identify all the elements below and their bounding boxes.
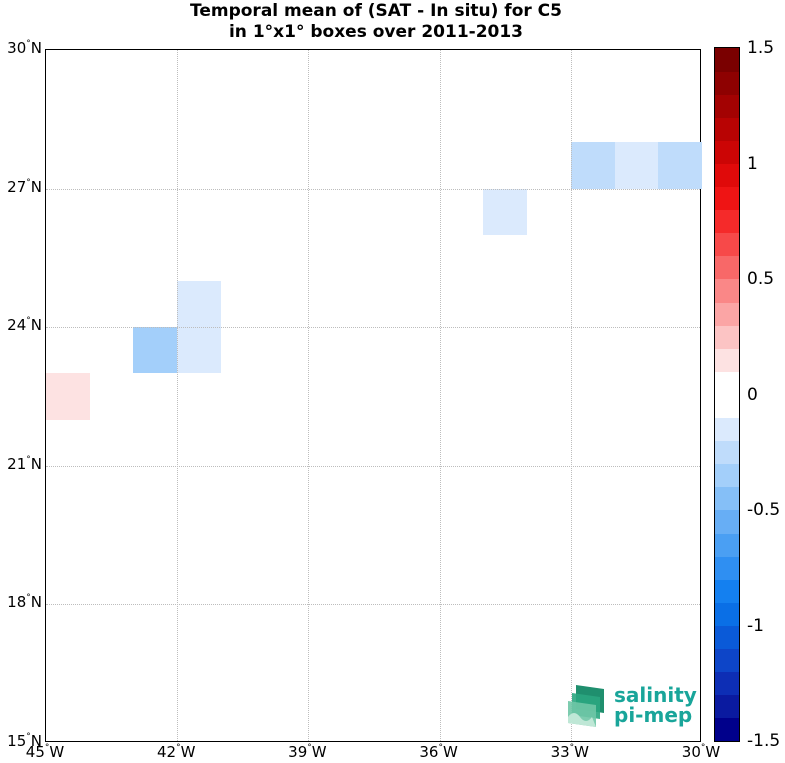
chart-title-line1: Temporal mean of (SAT - In situ) for C5 (190, 1, 562, 21)
tick-label-text: 45°W (25, 743, 65, 761)
colorbar-segment (715, 302, 739, 326)
colorbar-tick-label: 1 (747, 153, 758, 174)
tick-label-text: 42°W (156, 743, 196, 761)
grid-cell (483, 188, 528, 235)
y-tick-label: 27°N (0, 177, 42, 196)
tick-label-text: 30°N (7, 39, 42, 57)
tick-label-text: 18°N (7, 593, 42, 612)
colorbar-segment (715, 325, 739, 349)
colorbar-segment (715, 232, 739, 257)
colorbar-segment (715, 163, 739, 188)
tick-label-text: 27°N (7, 177, 42, 196)
colorbar-segment (715, 348, 739, 372)
chart-title-line2: in 1°x1° boxes over 2011-2013 (228, 22, 524, 42)
colorbar-segment (715, 255, 739, 280)
map-plot-area (45, 49, 702, 742)
y-tick-label: 30°N (0, 39, 42, 57)
tick-label-text: 39°W (288, 743, 327, 761)
tick-label-text: 15°N (7, 732, 42, 750)
colorbar-segment (715, 486, 739, 511)
x-tick-label: 39°W (288, 743, 327, 761)
y-tick-label: 24°N (0, 316, 42, 335)
tick-label-text: 36°W (419, 743, 458, 761)
colorbar-segment (715, 417, 739, 442)
colorbar-segment (715, 671, 739, 696)
colorbar-segment (715, 94, 739, 118)
gridline-horizontal (46, 604, 700, 606)
gridline-horizontal (46, 188, 700, 190)
colorbar-segment (715, 71, 739, 95)
logo-text-pimep: pi-mep (614, 703, 693, 727)
grid-cell (614, 142, 659, 189)
colorbar-tick-label: -0.5 (747, 500, 781, 520)
colorbar-segment (715, 279, 739, 303)
tick-label-text: 24°N (7, 316, 42, 335)
colorbar-segment (715, 648, 739, 673)
colorbar-segment (715, 463, 739, 488)
colorbar-tick-label: 0 (747, 384, 758, 405)
colorbar-segment (715, 117, 739, 141)
x-tick-label: 33°W (550, 743, 590, 761)
gridline-vertical (570, 50, 572, 741)
colorbar-segment (715, 579, 739, 603)
colorbar-tick-label: 0.5 (747, 269, 775, 289)
colorbar-segment (715, 440, 739, 465)
tick-label-text: 30°W (681, 743, 721, 761)
colorbar-tick-label: -1.5 (747, 731, 781, 751)
logo-text-salinity: salinity (614, 683, 697, 707)
y-tick-label: 21°N (0, 454, 42, 473)
gridline-vertical (439, 50, 441, 741)
colorbar-tick-label: -1 (747, 615, 764, 636)
colorbar-segment (715, 510, 739, 534)
tick-label-text: 33°W (550, 743, 590, 761)
colorbar-segment (715, 394, 739, 419)
grid-cell (133, 327, 178, 374)
gridline-vertical (308, 50, 310, 741)
waves-logo-icon (568, 685, 604, 727)
y-tick-label: 18°N (0, 593, 42, 612)
colorbar-segment (715, 717, 739, 741)
x-tick-label: 36°W (419, 743, 458, 761)
colorbar-segment (715, 625, 739, 650)
x-tick-label: 45°W (25, 743, 65, 761)
grid-cell (570, 142, 615, 189)
grid-cell (658, 142, 702, 189)
colorbar-segment (715, 186, 739, 211)
x-tick-label: 42°W (156, 743, 196, 761)
colorbar (714, 47, 740, 742)
x-tick-label: 30°W (681, 743, 721, 761)
grid-cell (177, 281, 221, 328)
tick-label-text: 21°N (7, 454, 42, 473)
gridline-horizontal (46, 327, 700, 329)
grid-cell (177, 327, 221, 374)
colorbar-tick-label: 1.5 (747, 38, 775, 58)
colorbar-segment (715, 209, 739, 234)
salinity-pimep-logo: salinity pi-mep (566, 683, 697, 731)
colorbar-segment (715, 602, 739, 626)
gridline-horizontal (46, 465, 700, 467)
gridline-vertical (177, 50, 179, 741)
colorbar-segment (715, 371, 739, 395)
colorbar-segment (715, 533, 739, 557)
colorbar-segment (715, 694, 739, 719)
colorbar-segment (715, 140, 739, 164)
colorbar-segment (715, 48, 739, 72)
y-tick-label: 15°N (0, 732, 42, 750)
colorbar-segment (715, 556, 739, 580)
grid-cell (46, 373, 90, 420)
